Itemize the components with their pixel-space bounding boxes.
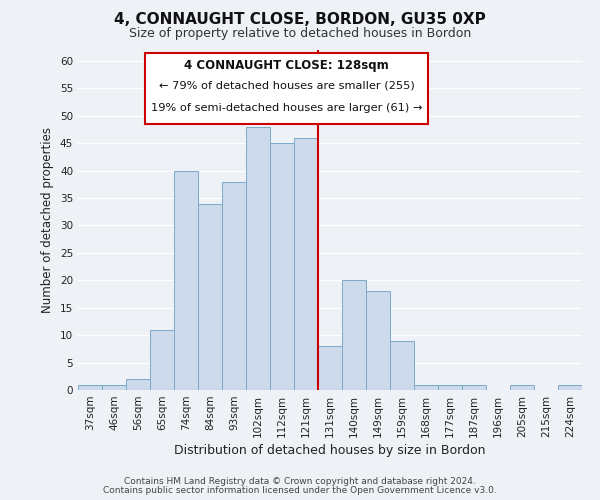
Bar	[318, 346, 342, 390]
Bar	[510, 384, 534, 390]
Bar	[438, 384, 462, 390]
Bar	[246, 127, 270, 390]
Bar	[342, 280, 366, 390]
Bar	[150, 330, 174, 390]
Y-axis label: Number of detached properties: Number of detached properties	[41, 127, 55, 313]
Text: Size of property relative to detached houses in Bordon: Size of property relative to detached ho…	[129, 28, 471, 40]
Bar	[414, 384, 438, 390]
Text: Contains public sector information licensed under the Open Government Licence v3: Contains public sector information licen…	[103, 486, 497, 495]
Bar	[222, 182, 246, 390]
Text: 4, CONNAUGHT CLOSE, BORDON, GU35 0XP: 4, CONNAUGHT CLOSE, BORDON, GU35 0XP	[114, 12, 486, 28]
Bar	[294, 138, 318, 390]
X-axis label: Distribution of detached houses by size in Bordon: Distribution of detached houses by size …	[174, 444, 486, 457]
Text: 19% of semi-detached houses are larger (61) →: 19% of semi-detached houses are larger (…	[151, 102, 422, 113]
Bar	[462, 384, 486, 390]
Text: 4 CONNAUGHT CLOSE: 128sqm: 4 CONNAUGHT CLOSE: 128sqm	[184, 59, 389, 72]
Bar	[366, 292, 390, 390]
Bar	[78, 384, 102, 390]
Bar	[174, 170, 198, 390]
Bar	[102, 384, 126, 390]
Text: ← 79% of detached houses are smaller (255): ← 79% of detached houses are smaller (25…	[159, 80, 415, 90]
Bar	[126, 379, 150, 390]
Bar	[198, 204, 222, 390]
Bar	[558, 384, 582, 390]
FancyBboxPatch shape	[145, 52, 428, 124]
Bar	[390, 340, 414, 390]
Bar	[270, 143, 294, 390]
Text: Contains HM Land Registry data © Crown copyright and database right 2024.: Contains HM Land Registry data © Crown c…	[124, 477, 476, 486]
